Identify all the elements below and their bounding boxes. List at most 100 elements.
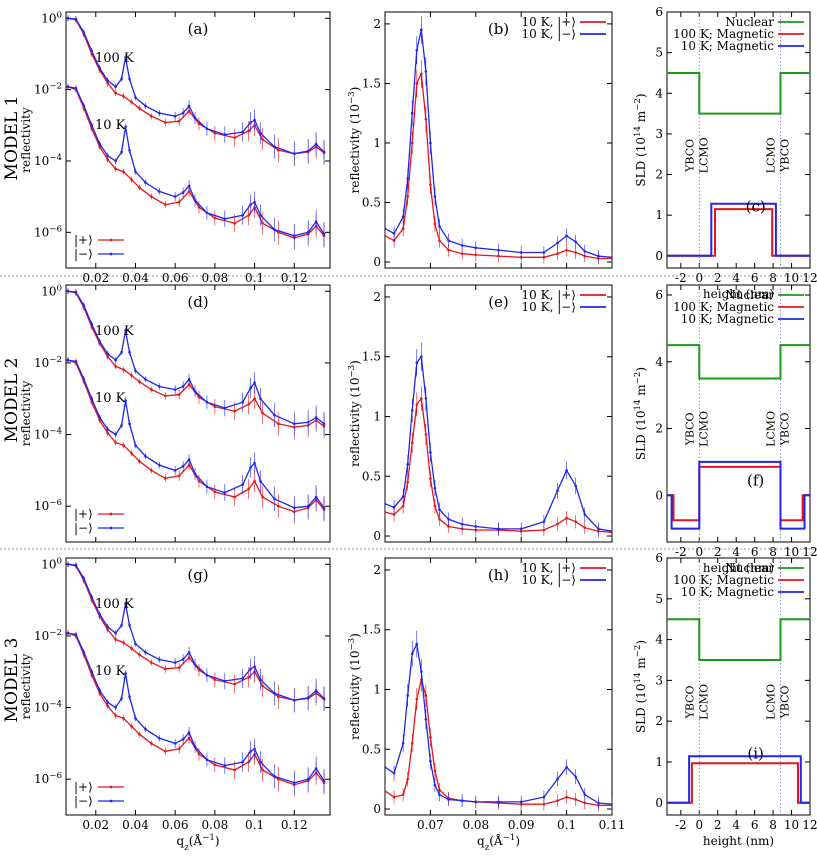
legend-label: 10 K, |−⟩ — [522, 573, 576, 587]
data-point — [157, 658, 161, 661]
data-point — [173, 195, 177, 198]
data-point — [134, 444, 137, 447]
data-point — [114, 638, 117, 641]
series-line — [67, 290, 325, 425]
data-point — [122, 641, 125, 644]
layer-label: YBCO — [683, 412, 696, 446]
data-point — [130, 100, 133, 104]
data-point — [433, 195, 437, 198]
x-tick-label: 6 — [751, 545, 759, 559]
data-point — [138, 380, 141, 383]
data-point — [66, 85, 70, 89]
data-point — [138, 186, 141, 189]
data-point — [128, 695, 131, 699]
layer-label: YBCO — [778, 685, 791, 719]
series-line — [667, 460, 810, 530]
legend-label: 10 K, |+⟩ — [522, 288, 576, 302]
data-point — [273, 775, 276, 778]
x-tick-label: 6 — [751, 818, 759, 832]
series-line — [385, 396, 612, 534]
x-tick-label: 12 — [802, 545, 817, 559]
y-tick-label: 2 — [655, 714, 663, 728]
x-tick-label: 0.12 — [281, 271, 308, 285]
data-point — [122, 95, 125, 98]
data-point — [157, 385, 161, 388]
data-point — [90, 49, 94, 53]
y-tick-label: 1.5 — [362, 350, 381, 364]
panel-label: (c) — [746, 198, 766, 216]
y-axis-label: reflectivity — [19, 107, 33, 173]
data-point — [392, 795, 396, 799]
panel-a: 100 10−2 10−4 10−6 0.02 0.04 0.06 0.08 0.1 0.12 re… — [19, 10, 331, 285]
data-point — [277, 695, 280, 699]
legend-label: Nuclear — [725, 288, 774, 302]
y-tick-label: 1.5 — [362, 76, 381, 90]
legend-label: 100 K; Magnetic — [673, 27, 774, 41]
series-line — [67, 632, 325, 786]
legend-label: |−⟩ — [74, 794, 93, 808]
data-point — [114, 365, 117, 368]
data-point — [447, 239, 450, 242]
data-point — [223, 406, 227, 410]
data-point — [474, 253, 478, 257]
x-tick-label: -2 — [675, 818, 687, 832]
data-point — [292, 506, 296, 510]
legend-swatch — [109, 526, 113, 530]
data-point — [292, 234, 296, 238]
legend-label: 10 K; Magnetic — [681, 39, 775, 53]
data-point — [114, 167, 117, 171]
series-line — [385, 677, 612, 807]
data-point — [261, 684, 264, 688]
x-tick-label: 10 — [784, 271, 799, 285]
data-point — [82, 31, 86, 34]
panel-label: (a) — [188, 20, 209, 38]
data-point — [124, 602, 127, 605]
data-point — [241, 400, 244, 404]
data-point — [565, 795, 568, 799]
data-point — [556, 522, 559, 526]
data-point — [213, 131, 217, 135]
data-point — [173, 469, 177, 472]
panel-label: (b) — [488, 20, 509, 38]
data-point — [106, 154, 109, 158]
data-point — [144, 454, 147, 458]
data-point — [114, 714, 117, 717]
y-tick-label: 10−6 — [34, 771, 62, 786]
y-tick-label: 4 — [655, 633, 663, 647]
data-point — [306, 420, 310, 424]
data-point — [150, 195, 153, 198]
data-point — [213, 678, 217, 681]
data-point — [314, 689, 318, 692]
panel-g: 100 10−2 10−4 10−6 0.02 0.04 0.06 0.08 0.1 0.12 re… — [19, 556, 331, 853]
x-tick-label: 0.08 — [462, 818, 489, 832]
data-point — [181, 191, 185, 194]
x-tick-label: 4 — [732, 271, 740, 285]
data-point — [82, 577, 86, 580]
data-point — [415, 403, 419, 406]
data-point — [460, 522, 464, 526]
data-point — [410, 441, 414, 445]
data-point — [273, 692, 276, 695]
row-separators — [0, 275, 817, 550]
data-point — [181, 658, 185, 661]
series-line — [667, 72, 810, 115]
data-point — [138, 106, 141, 110]
layer-label: YBCO — [778, 412, 791, 446]
legend-swatch — [109, 252, 113, 256]
annotation: 10 K — [95, 118, 126, 133]
layer-label: LCMO — [764, 411, 777, 447]
data-point — [574, 775, 577, 779]
data-point — [90, 322, 94, 326]
data-point — [90, 595, 94, 599]
data-point — [420, 670, 423, 673]
layer-label: YBCO — [778, 139, 791, 173]
data-point — [406, 777, 410, 781]
data-point — [401, 504, 405, 508]
data-point — [583, 526, 587, 529]
data-point — [150, 469, 153, 472]
legend-label: 10 K, |−⟩ — [522, 300, 576, 314]
data-point — [241, 760, 244, 764]
data-point — [205, 127, 209, 131]
data-point — [438, 239, 441, 242]
data-point — [261, 221, 264, 225]
